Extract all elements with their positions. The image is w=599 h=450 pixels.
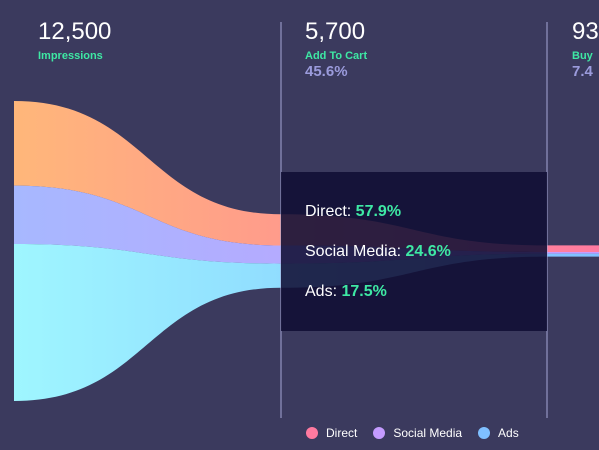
tooltip-series-name: Ads <box>305 283 333 300</box>
legend-marker-icon <box>306 427 318 439</box>
stage-percent: 7.4 <box>572 63 593 80</box>
band-social-media[interactable] <box>14 185 599 264</box>
stage-label: Add To Cart <box>305 50 368 62</box>
tooltip-series-value: 17.5% <box>341 283 387 300</box>
stage-value: 5,700 <box>305 18 366 45</box>
legend-label: Social Media <box>393 426 463 440</box>
tooltip-series-name: Direct <box>305 203 347 220</box>
stage-add-to-cart: 5,700 Add To Cart 45.6% <box>305 18 368 81</box>
legend-label: Direct <box>326 426 358 440</box>
tooltip-row-direct: Direct: 57.9% <box>305 203 402 220</box>
legend: Direct Social Media Ads <box>306 426 535 440</box>
band-direct[interactable] <box>14 101 599 253</box>
stage-value: 93 <box>572 18 599 45</box>
stage-impressions: 12,500 Impressions <box>38 18 112 63</box>
tooltip-series-value: 57.9% <box>355 203 402 220</box>
tooltip-series-value: 24.6% <box>405 243 451 260</box>
stage-label: Impressions <box>38 50 103 62</box>
legend-item-social-media[interactable]: Social Media <box>373 426 462 440</box>
stage-buy: 93 Buy 7.4 <box>572 18 599 81</box>
legend-label: Ads <box>498 426 519 440</box>
tooltip-row-ads: Ads: 17.5% <box>305 283 387 300</box>
stage-value: 12,500 <box>38 18 112 45</box>
legend-item-ads[interactable]: Ads <box>478 426 519 440</box>
band-ads[interactable] <box>14 243 599 401</box>
tooltip: Direct: 57.9% Social Media: 24.6% Ads: 1… <box>281 172 547 331</box>
stage-percent: 45.6% <box>305 63 348 80</box>
tooltip-series-name: Social Media <box>305 243 397 260</box>
legend-marker-icon <box>373 427 386 439</box>
stage-label: Buy <box>572 50 593 62</box>
tooltip-row-social-media: Social Media: 24.6% <box>305 243 451 260</box>
legend-item-direct[interactable]: Direct <box>306 426 357 440</box>
legend-marker-icon <box>478 427 491 439</box>
